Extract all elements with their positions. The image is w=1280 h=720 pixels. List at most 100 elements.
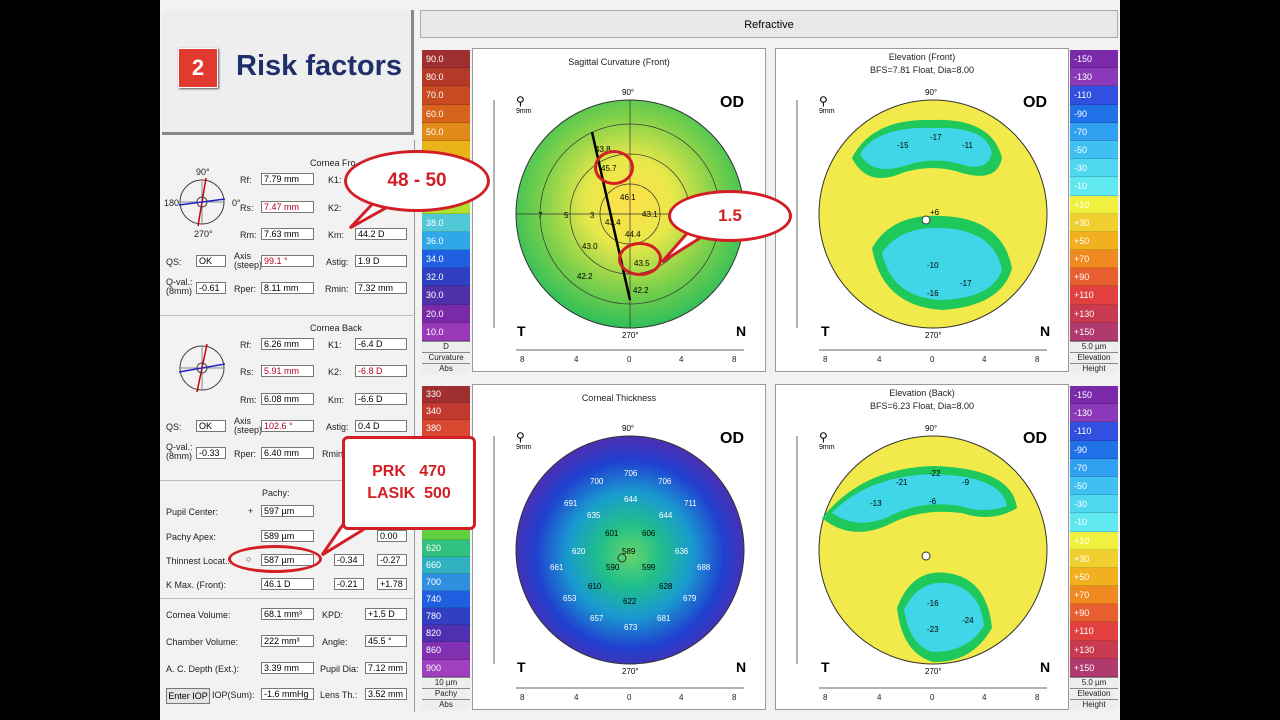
qs-field: OK — [196, 255, 226, 267]
scale-cell: 90.0 — [422, 50, 470, 69]
svg-text:610: 610 — [588, 582, 602, 591]
scale-cell: -130 — [1070, 68, 1118, 87]
zoom-icon-2[interactable]: ⚲ — [819, 94, 828, 108]
svg-text:-16: -16 — [927, 599, 939, 608]
angle-field: 45.5 ° — [365, 635, 407, 647]
n-label-4: N — [1040, 659, 1051, 675]
svg-text:681: 681 — [657, 614, 671, 623]
axis-270-label: 270° — [194, 229, 213, 239]
rmin-back-label: Rmin — [322, 449, 344, 459]
rs-field: 7.47 mm — [261, 201, 314, 213]
axis-90-label: 90° — [196, 167, 210, 177]
acd-field: 3.39 mm — [261, 662, 314, 674]
scale-cell: 30.0 — [422, 286, 470, 305]
svg-text:653: 653 — [563, 594, 577, 603]
scale-cell: +130 — [1070, 304, 1118, 323]
mm9-label-3: 9mm — [516, 444, 532, 451]
chamber-volume-field: 222 mm³ — [261, 635, 314, 647]
svg-text:4: 4 — [574, 693, 579, 702]
scale-cell: -130 — [1070, 404, 1118, 423]
zoom-icon-1[interactable]: ⚲ — [516, 94, 525, 108]
svg-text:43.4: 43.4 — [605, 218, 621, 227]
rper-back-label: Rper: — [234, 449, 257, 459]
mm9-label-4: 9mm — [819, 444, 835, 451]
rf-field: 7.79 mm — [261, 173, 314, 185]
scale-cell: +70 — [1070, 586, 1118, 605]
kmax-y-field: +1.78 — [377, 578, 407, 590]
svg-text:-24: -24 — [962, 616, 974, 625]
svg-text:43.8: 43.8 — [595, 145, 611, 154]
axis-0-label: 0° — [232, 198, 241, 208]
enter-iop-button[interactable]: Enter IOP — [166, 688, 210, 704]
kmax-x-field: -0.21 — [334, 578, 364, 590]
pachy-callout-line2: LASIK 500 — [367, 485, 451, 502]
zoom-icon-4[interactable]: ⚲ — [819, 430, 828, 444]
svg-text:622: 622 — [623, 597, 637, 606]
svg-text:5: 5 — [564, 211, 569, 220]
svg-text:+6: +6 — [930, 208, 940, 217]
svg-text:-9: -9 — [962, 478, 970, 487]
thickness-scale: 330 340 380 620 660 700 740 780 820 860 900 10 µm Pa… — [422, 386, 470, 710]
scale-footer: 10 µm — [422, 676, 470, 688]
scale-footer: Height — [1070, 363, 1118, 374]
svg-text:599: 599 — [642, 563, 656, 572]
svg-text:606: 606 — [642, 529, 656, 538]
svg-text:636: 636 — [675, 547, 689, 556]
rs-back-field: 5.91 mm — [261, 365, 314, 377]
scale-cell: 20.0 — [422, 304, 470, 323]
kmax-callout: 48 - 50 — [344, 150, 490, 212]
pachy-apex-y-field: 0.00 — [377, 530, 407, 542]
t-label-2: T — [821, 323, 830, 339]
rf-label: Rf: — [240, 175, 252, 185]
diff-highlight-oval — [618, 242, 662, 276]
svg-text:4: 4 — [679, 693, 684, 702]
svg-text:-6: -6 — [929, 497, 937, 506]
qs-back-label: QS: — [166, 422, 182, 432]
cornea-back-header: Cornea Back — [310, 323, 363, 333]
svg-text:8: 8 — [1035, 693, 1040, 702]
deg270-label-1: 270° — [622, 331, 639, 340]
scale-footer: D — [422, 341, 470, 352]
k2-label: K2: — [328, 203, 342, 213]
scale-cell: +70 — [1070, 250, 1118, 269]
scale-cell: +30 — [1070, 213, 1118, 232]
scale-cell: +30 — [1070, 549, 1118, 568]
svg-text:-16: -16 — [927, 289, 939, 298]
zoom-icon-3[interactable]: ⚲ — [516, 430, 525, 444]
lens-field: 3.52 mm — [365, 688, 407, 700]
scale-cell: 34.0 — [422, 250, 470, 269]
kpd-field: +1.5 D — [365, 608, 407, 620]
deg90-label-1: 90° — [622, 88, 635, 97]
svg-text:8: 8 — [823, 355, 828, 364]
k2-back-field: -6.8 D — [355, 365, 407, 377]
refractive-header: Refractive — [420, 10, 1118, 38]
pupil-dia-label: Pupil Dia: — [320, 664, 359, 674]
scale-cell: -70 — [1070, 458, 1118, 477]
elevation-front-title: Elevation (Front) — [888, 52, 956, 62]
t-label-4: T — [821, 659, 830, 675]
pachy-apex-field: 589 µm — [261, 530, 314, 542]
scale-footer: Pachy — [422, 687, 470, 699]
svg-text:711: 711 — [684, 499, 697, 508]
scale-cell: 860 — [422, 642, 470, 660]
svg-text:644: 644 — [624, 495, 638, 504]
scale-cell: 700 — [422, 574, 470, 592]
scale-cell: 340 — [422, 403, 470, 421]
axis-back-field: 102.6 ° — [261, 420, 314, 432]
kmax-field: 46.1 D — [261, 578, 314, 590]
kmax-label: K Max. (Front): — [166, 580, 227, 590]
axis-steep-label: Axis (steep) — [234, 251, 263, 270]
n-label-1: N — [736, 323, 747, 339]
qs-back-field: OK — [196, 420, 226, 432]
curvature-scale: 90.0 80.0 70.0 60.0 50.0 38.0 36.0 34.0 32.0 30.0… — [422, 50, 470, 374]
mm9-label-2: 9mm — [819, 108, 835, 115]
iop-field: -1.6 mmHg — [261, 688, 314, 700]
svg-text:4: 4 — [982, 693, 987, 702]
svg-text:688: 688 — [697, 563, 711, 572]
rm-field: 7.63 mm — [261, 228, 314, 240]
deg90-label-3: 90° — [622, 424, 635, 433]
thinnest-y-field: -0.27 — [377, 554, 407, 566]
scale-cell: +150 — [1070, 322, 1118, 341]
svg-text:700: 700 — [590, 477, 604, 486]
svg-text:7: 7 — [538, 211, 543, 220]
